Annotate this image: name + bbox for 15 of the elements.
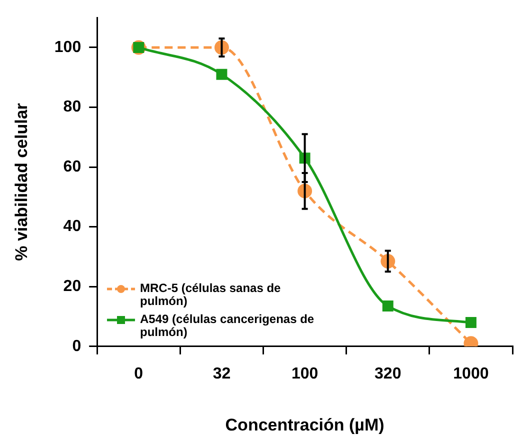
y-tick-label: 20 xyxy=(63,278,82,296)
y-tick-label: 40 xyxy=(63,218,82,236)
y-tick-label: 60 xyxy=(63,158,82,176)
x-tick-label: 0 xyxy=(134,365,144,382)
x-axis-title: Concentración (µM) xyxy=(225,415,384,434)
legend-label: MRC-5 (células sanas de pulmón) xyxy=(140,281,282,308)
legend-label: A549 (células cancerigenas de pulmón) xyxy=(140,312,316,339)
y-tick-label: 100 xyxy=(54,38,82,56)
x-tick-label: 32 xyxy=(212,365,231,382)
y-axis-title: % viabilidad celular xyxy=(12,102,31,261)
y-tick-label: 80 xyxy=(63,98,82,116)
x-tick-label: 100 xyxy=(291,365,318,382)
x-tick-label: 1000 xyxy=(453,365,489,382)
y-tick-label: 0 xyxy=(72,338,82,355)
x-tick-label: 320 xyxy=(374,365,402,382)
